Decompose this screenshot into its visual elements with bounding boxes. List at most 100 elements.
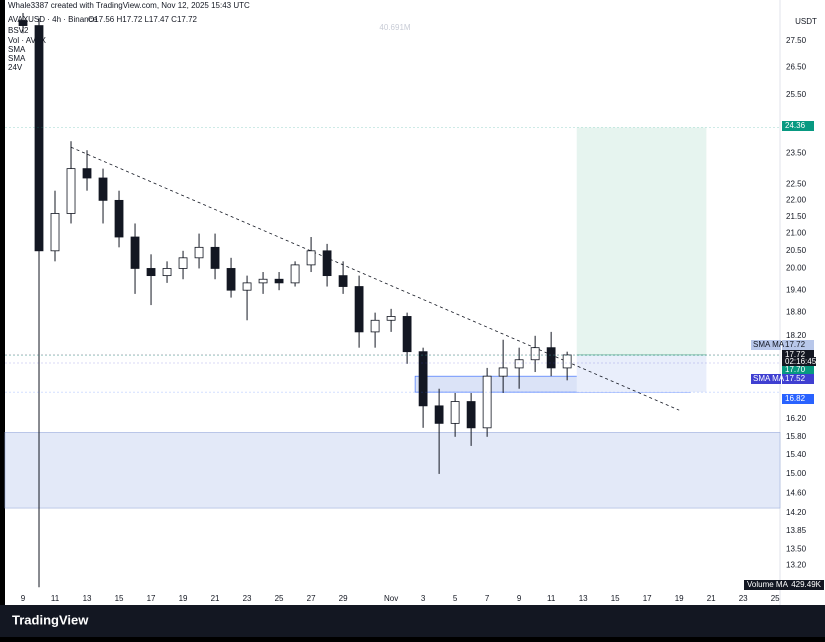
candle-body bbox=[226, 268, 236, 291]
candle-body bbox=[194, 246, 204, 259]
watermark: 40.691M bbox=[379, 23, 410, 32]
candle-body bbox=[466, 401, 476, 429]
x-tick-label: 9 bbox=[517, 594, 522, 603]
volume-ma-value: 429.49K bbox=[791, 580, 821, 589]
tag-name: SMA MA bbox=[753, 340, 785, 349]
y-tick-label: 13.85 bbox=[786, 526, 807, 535]
candle-body bbox=[306, 250, 316, 266]
x-tick-label: 29 bbox=[339, 594, 348, 603]
y-tick-label: 21.00 bbox=[786, 229, 807, 238]
x-tick-label: 9 bbox=[21, 594, 26, 603]
candle-body bbox=[178, 257, 188, 269]
countdown-bg bbox=[782, 357, 816, 366]
candle-body bbox=[290, 264, 300, 284]
y-tick-label: 23.50 bbox=[786, 148, 807, 157]
candle-body bbox=[66, 168, 76, 214]
indicator: 24V bbox=[8, 63, 23, 72]
y-tick-label: 13.20 bbox=[786, 560, 807, 569]
y-tick-label: 20.00 bbox=[786, 264, 807, 273]
candle-body bbox=[50, 213, 60, 252]
plot: 9 11 13 15 17 19 21 23 25 27 29 Nov 3 5 7 9 11 13 15 17 19 21… bbox=[4, 12, 807, 603]
candle-body bbox=[210, 246, 220, 269]
indicator: BSV2 bbox=[8, 26, 29, 35]
y-tick-label: 18.20 bbox=[786, 331, 807, 340]
price-tag-label: 17.70 bbox=[785, 365, 806, 374]
y-tick-label: 14.20 bbox=[786, 508, 807, 517]
candle-body bbox=[482, 375, 492, 429]
x-tick-label: 7 bbox=[485, 594, 490, 603]
candle-body bbox=[546, 347, 556, 369]
price-tag-label: 17.52 bbox=[785, 374, 806, 383]
x-tick-label: 13 bbox=[83, 594, 92, 603]
tag-name-bg bbox=[751, 340, 781, 350]
y-tick-label: 27.50 bbox=[786, 36, 807, 45]
y-tick-label: 15.80 bbox=[786, 432, 807, 441]
x-tick-label: 21 bbox=[707, 594, 716, 603]
indicator: SMA bbox=[8, 54, 26, 63]
y-tick-label: 21.50 bbox=[786, 212, 807, 221]
x-tick-label: 11 bbox=[547, 594, 556, 603]
candle-body bbox=[418, 351, 428, 407]
y-tick-label: 25.50 bbox=[786, 90, 807, 99]
stop-area bbox=[576, 354, 707, 393]
candle-body bbox=[242, 282, 252, 291]
indicator: SMA bbox=[8, 45, 26, 54]
candle-body bbox=[258, 278, 268, 284]
x-tick-label: 5 bbox=[453, 594, 458, 603]
x-tick-label: 23 bbox=[739, 594, 748, 603]
tag-name: SMA MA bbox=[753, 374, 785, 383]
x-tick-label: 13 bbox=[579, 594, 588, 603]
volume-tag bbox=[744, 580, 824, 590]
x-tick-label: Nov bbox=[384, 594, 398, 603]
y-tick-label: 15.40 bbox=[786, 450, 807, 459]
price-tag bbox=[782, 121, 814, 131]
countdown: 02:16:45 bbox=[785, 357, 817, 366]
volume-ma: Volume MA bbox=[747, 580, 789, 589]
candle-body bbox=[162, 268, 172, 277]
y-tick-label: 16.20 bbox=[786, 414, 807, 423]
currency: USDT bbox=[795, 17, 817, 26]
candle-body bbox=[498, 367, 508, 377]
x-tick-label: 25 bbox=[771, 594, 780, 603]
candle-body bbox=[18, 20, 28, 26]
target-area bbox=[576, 127, 707, 355]
x-tick-label: 15 bbox=[611, 594, 620, 603]
x-tick-label: 27 bbox=[307, 594, 316, 603]
x-tick-label: 19 bbox=[179, 594, 188, 603]
y-tick-label: 19.40 bbox=[786, 285, 807, 294]
y-tick-label: 15.00 bbox=[786, 469, 807, 478]
candle-body bbox=[146, 268, 156, 277]
candle-body bbox=[386, 316, 396, 321]
candle-body bbox=[98, 177, 108, 201]
credit: Whale3387 created with TradingView.com, … bbox=[8, 1, 250, 10]
candle-body bbox=[114, 199, 124, 238]
indicator: Vol · AVAX bbox=[8, 36, 47, 45]
x-tick-label: 15 bbox=[115, 594, 124, 603]
candle-body bbox=[530, 347, 540, 361]
support-zone bbox=[4, 432, 781, 509]
x-tick-label: 19 bbox=[675, 594, 684, 603]
x-tick-label: 3 bbox=[421, 594, 426, 603]
candle-body bbox=[338, 275, 348, 287]
price-tag-label: 16.82 bbox=[785, 394, 806, 403]
brand: TradingView bbox=[12, 612, 89, 627]
tag-name-bg bbox=[751, 374, 781, 384]
candle-body bbox=[130, 236, 140, 269]
price-tag bbox=[782, 365, 814, 375]
price-tag bbox=[782, 394, 814, 404]
y-tick-label: 26.50 bbox=[786, 63, 807, 72]
y-tick-label: 22.00 bbox=[786, 195, 807, 204]
y-tick-label: 13.50 bbox=[786, 544, 807, 553]
candle-body bbox=[450, 401, 460, 424]
candle-body bbox=[82, 168, 92, 179]
y-tick-label: 18.80 bbox=[786, 308, 807, 317]
x-tick-label: 17 bbox=[643, 594, 652, 603]
candle-body bbox=[274, 278, 284, 284]
price-tag bbox=[782, 374, 814, 384]
x-tick-label: 11 bbox=[51, 594, 60, 603]
candle-body bbox=[402, 316, 412, 353]
x-tick-label: 21 bbox=[211, 594, 220, 603]
y-tick-label: 22.50 bbox=[786, 179, 807, 188]
